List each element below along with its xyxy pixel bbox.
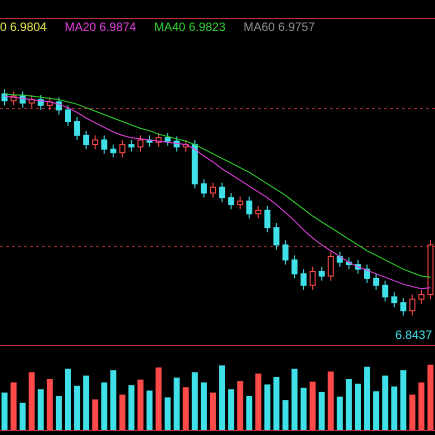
candle-body xyxy=(92,139,99,146)
candle-body xyxy=(255,209,262,215)
volume-bar xyxy=(173,377,180,430)
volume-bar xyxy=(309,381,316,430)
volume-bar xyxy=(382,375,389,430)
volume-bar xyxy=(373,391,380,430)
candle-body xyxy=(391,296,398,304)
candle-body xyxy=(418,294,425,300)
candle-body xyxy=(427,244,434,296)
candle-body xyxy=(264,209,271,229)
candle-body xyxy=(209,186,216,194)
candle-body xyxy=(128,144,135,148)
volume-bar xyxy=(336,396,343,430)
volume-bar xyxy=(164,397,171,430)
candle-body xyxy=(273,227,280,246)
candle-body xyxy=(164,137,171,142)
low-label: 6.8437 xyxy=(395,328,432,342)
volume-bar xyxy=(19,402,26,430)
candle-body xyxy=(318,270,325,277)
volume-bar xyxy=(55,396,62,430)
candle-body xyxy=(55,101,62,111)
volume-bar xyxy=(255,373,262,430)
ma-line xyxy=(4,95,431,290)
volume-bar xyxy=(264,384,271,430)
volume-bar xyxy=(209,392,216,430)
candle-body xyxy=(291,259,298,275)
volume-bar xyxy=(37,389,44,430)
candle-body xyxy=(101,139,108,150)
candle-body xyxy=(137,139,144,148)
candle-body xyxy=(74,121,81,136)
volume-bar xyxy=(364,366,371,430)
candle-body xyxy=(228,197,235,206)
volume-bar xyxy=(64,368,71,430)
volume-bar xyxy=(182,387,189,430)
candle-body xyxy=(300,273,307,286)
volume-bar xyxy=(46,379,53,430)
candle-body xyxy=(309,270,316,286)
candle-body xyxy=(373,277,380,286)
volume-bar xyxy=(83,375,90,430)
candle-body xyxy=(155,137,162,143)
candle-body xyxy=(327,255,334,277)
candle-body xyxy=(409,298,416,312)
volume-bar xyxy=(200,382,207,430)
volume-bar xyxy=(119,394,126,430)
legend-entry: MA20 6.9874 xyxy=(65,20,137,34)
volume-bar xyxy=(291,368,298,430)
volume-bar xyxy=(110,370,117,430)
ma-line xyxy=(4,93,431,278)
volume-bar xyxy=(237,381,244,430)
candle-body xyxy=(400,302,407,312)
volume-bar xyxy=(191,372,198,430)
volume-bar xyxy=(10,382,17,430)
volume-bar xyxy=(128,385,135,430)
volume-bar xyxy=(101,382,108,430)
volume-bar xyxy=(1,392,8,430)
volume-bar xyxy=(92,399,99,430)
volume-bar xyxy=(418,382,425,430)
candle-body xyxy=(246,200,253,215)
volume-bar xyxy=(300,387,307,430)
volume-bar xyxy=(400,370,407,430)
volume-bar xyxy=(345,379,352,430)
candle-body xyxy=(1,93,8,102)
candle-body xyxy=(19,95,26,104)
legend-entry: MA60 6.9757 xyxy=(244,20,316,34)
candle-body xyxy=(237,200,244,206)
candle-body xyxy=(219,186,226,199)
candle-body xyxy=(119,144,126,154)
volume-bar xyxy=(354,383,361,430)
candle-body xyxy=(10,95,17,102)
volume-bar xyxy=(318,391,325,430)
candle-body xyxy=(364,268,371,279)
volume-bar xyxy=(391,386,398,430)
candle-body xyxy=(83,134,90,146)
volume-bar xyxy=(273,376,280,430)
legend-entry: 0 6.9804 xyxy=(0,20,47,34)
volume-bar xyxy=(28,372,35,430)
legend-entry: MA40 6.9823 xyxy=(154,20,226,34)
volume-bar xyxy=(137,379,144,430)
volume-bar xyxy=(155,367,162,430)
candle-body xyxy=(110,148,117,154)
volume-bar xyxy=(409,394,416,430)
volume-bar xyxy=(146,390,153,430)
candle-body xyxy=(200,183,207,194)
candle-body xyxy=(382,284,389,298)
candle-body xyxy=(37,99,44,106)
candle-body xyxy=(282,244,289,261)
volume-bar xyxy=(427,364,434,430)
volume-bar xyxy=(74,385,81,430)
volume-bar xyxy=(219,365,226,430)
volume-bar xyxy=(282,400,289,430)
volume-bar xyxy=(228,389,235,430)
volume-bar xyxy=(246,396,253,430)
candle-body xyxy=(64,109,71,123)
volume-bar xyxy=(327,371,334,430)
